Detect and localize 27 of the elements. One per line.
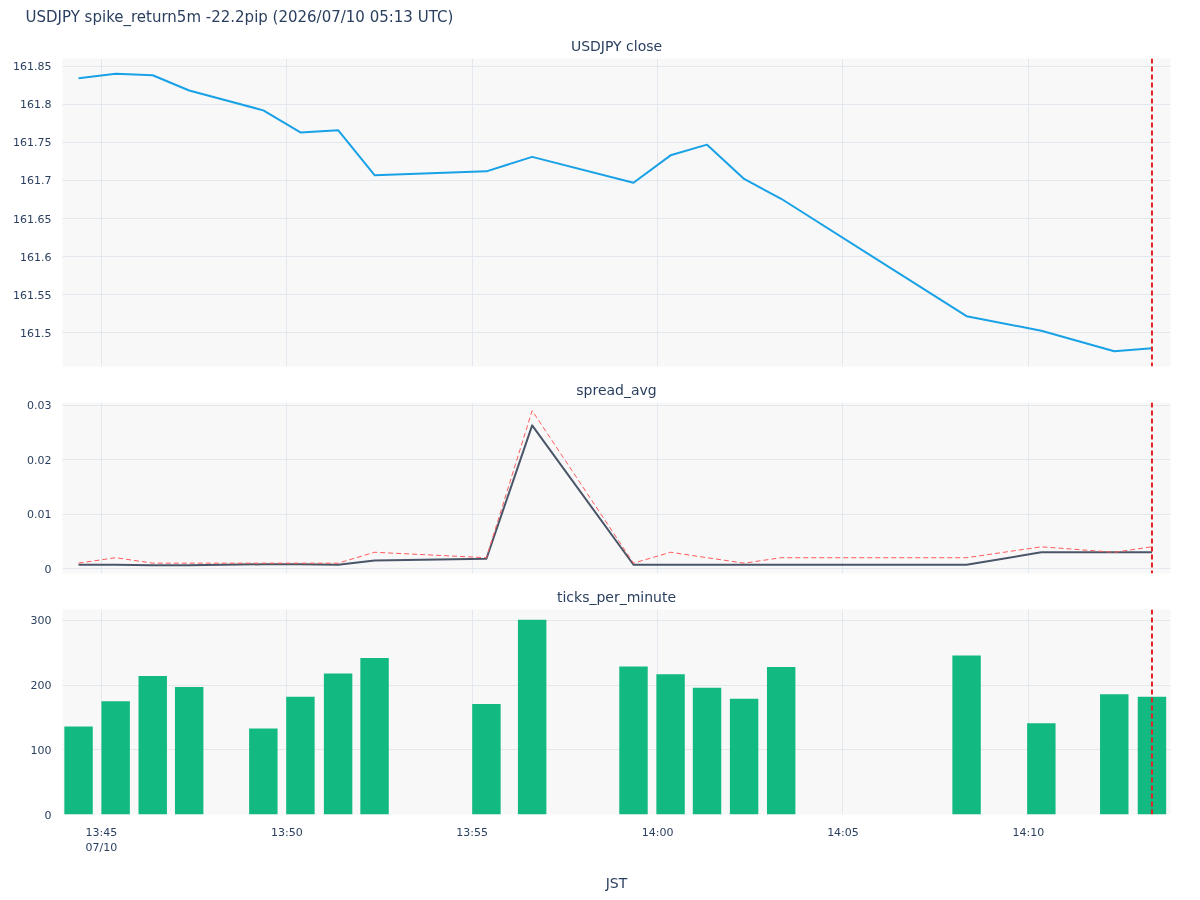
y-tick-label: 161.85 [13,60,52,74]
y-tick-label: 0 [44,562,52,576]
x-tick-label: 13:55 [456,825,489,839]
y-tick-label: 0 [44,808,52,822]
x-tick-label: 14:10 [1012,825,1045,839]
y-tick-label: 0.01 [27,508,52,522]
y-tick-label: 100 [30,743,52,757]
y-tick-label: 161.8 [20,98,52,112]
x-tick-label: 14:00 [641,825,674,839]
x-axis-title: JST [604,875,628,892]
chart-title: spread_avg [576,381,657,398]
y-tick-label: 161.65 [13,212,52,226]
y-tick-label: 161.6 [20,250,52,264]
x-tick-label: 14:05 [827,825,859,839]
y-tick-label: 161.75 [13,136,52,150]
x-tick-label: 13:50 [270,825,303,839]
y-tick-label: 161.5 [20,326,52,340]
y-tick-label: 200 [30,679,52,693]
chart-title: USDJPY spike_return5m -22.2pip (2026/07/10 05:13 UTC) [25,7,454,27]
y-tick-label: 161.7 [20,174,52,188]
y-tick-label: 300 [30,614,52,628]
y-tick-label: 0.02 [27,453,52,467]
chart-title: ticks_per_minute [556,588,677,605]
y-tick-label: 161.55 [13,288,52,302]
x-tick-label: 13:45 07/10 [85,825,118,855]
y-tick-label: 0.03 [27,399,52,413]
chart-subtitle: USDJPY close [570,37,663,54]
